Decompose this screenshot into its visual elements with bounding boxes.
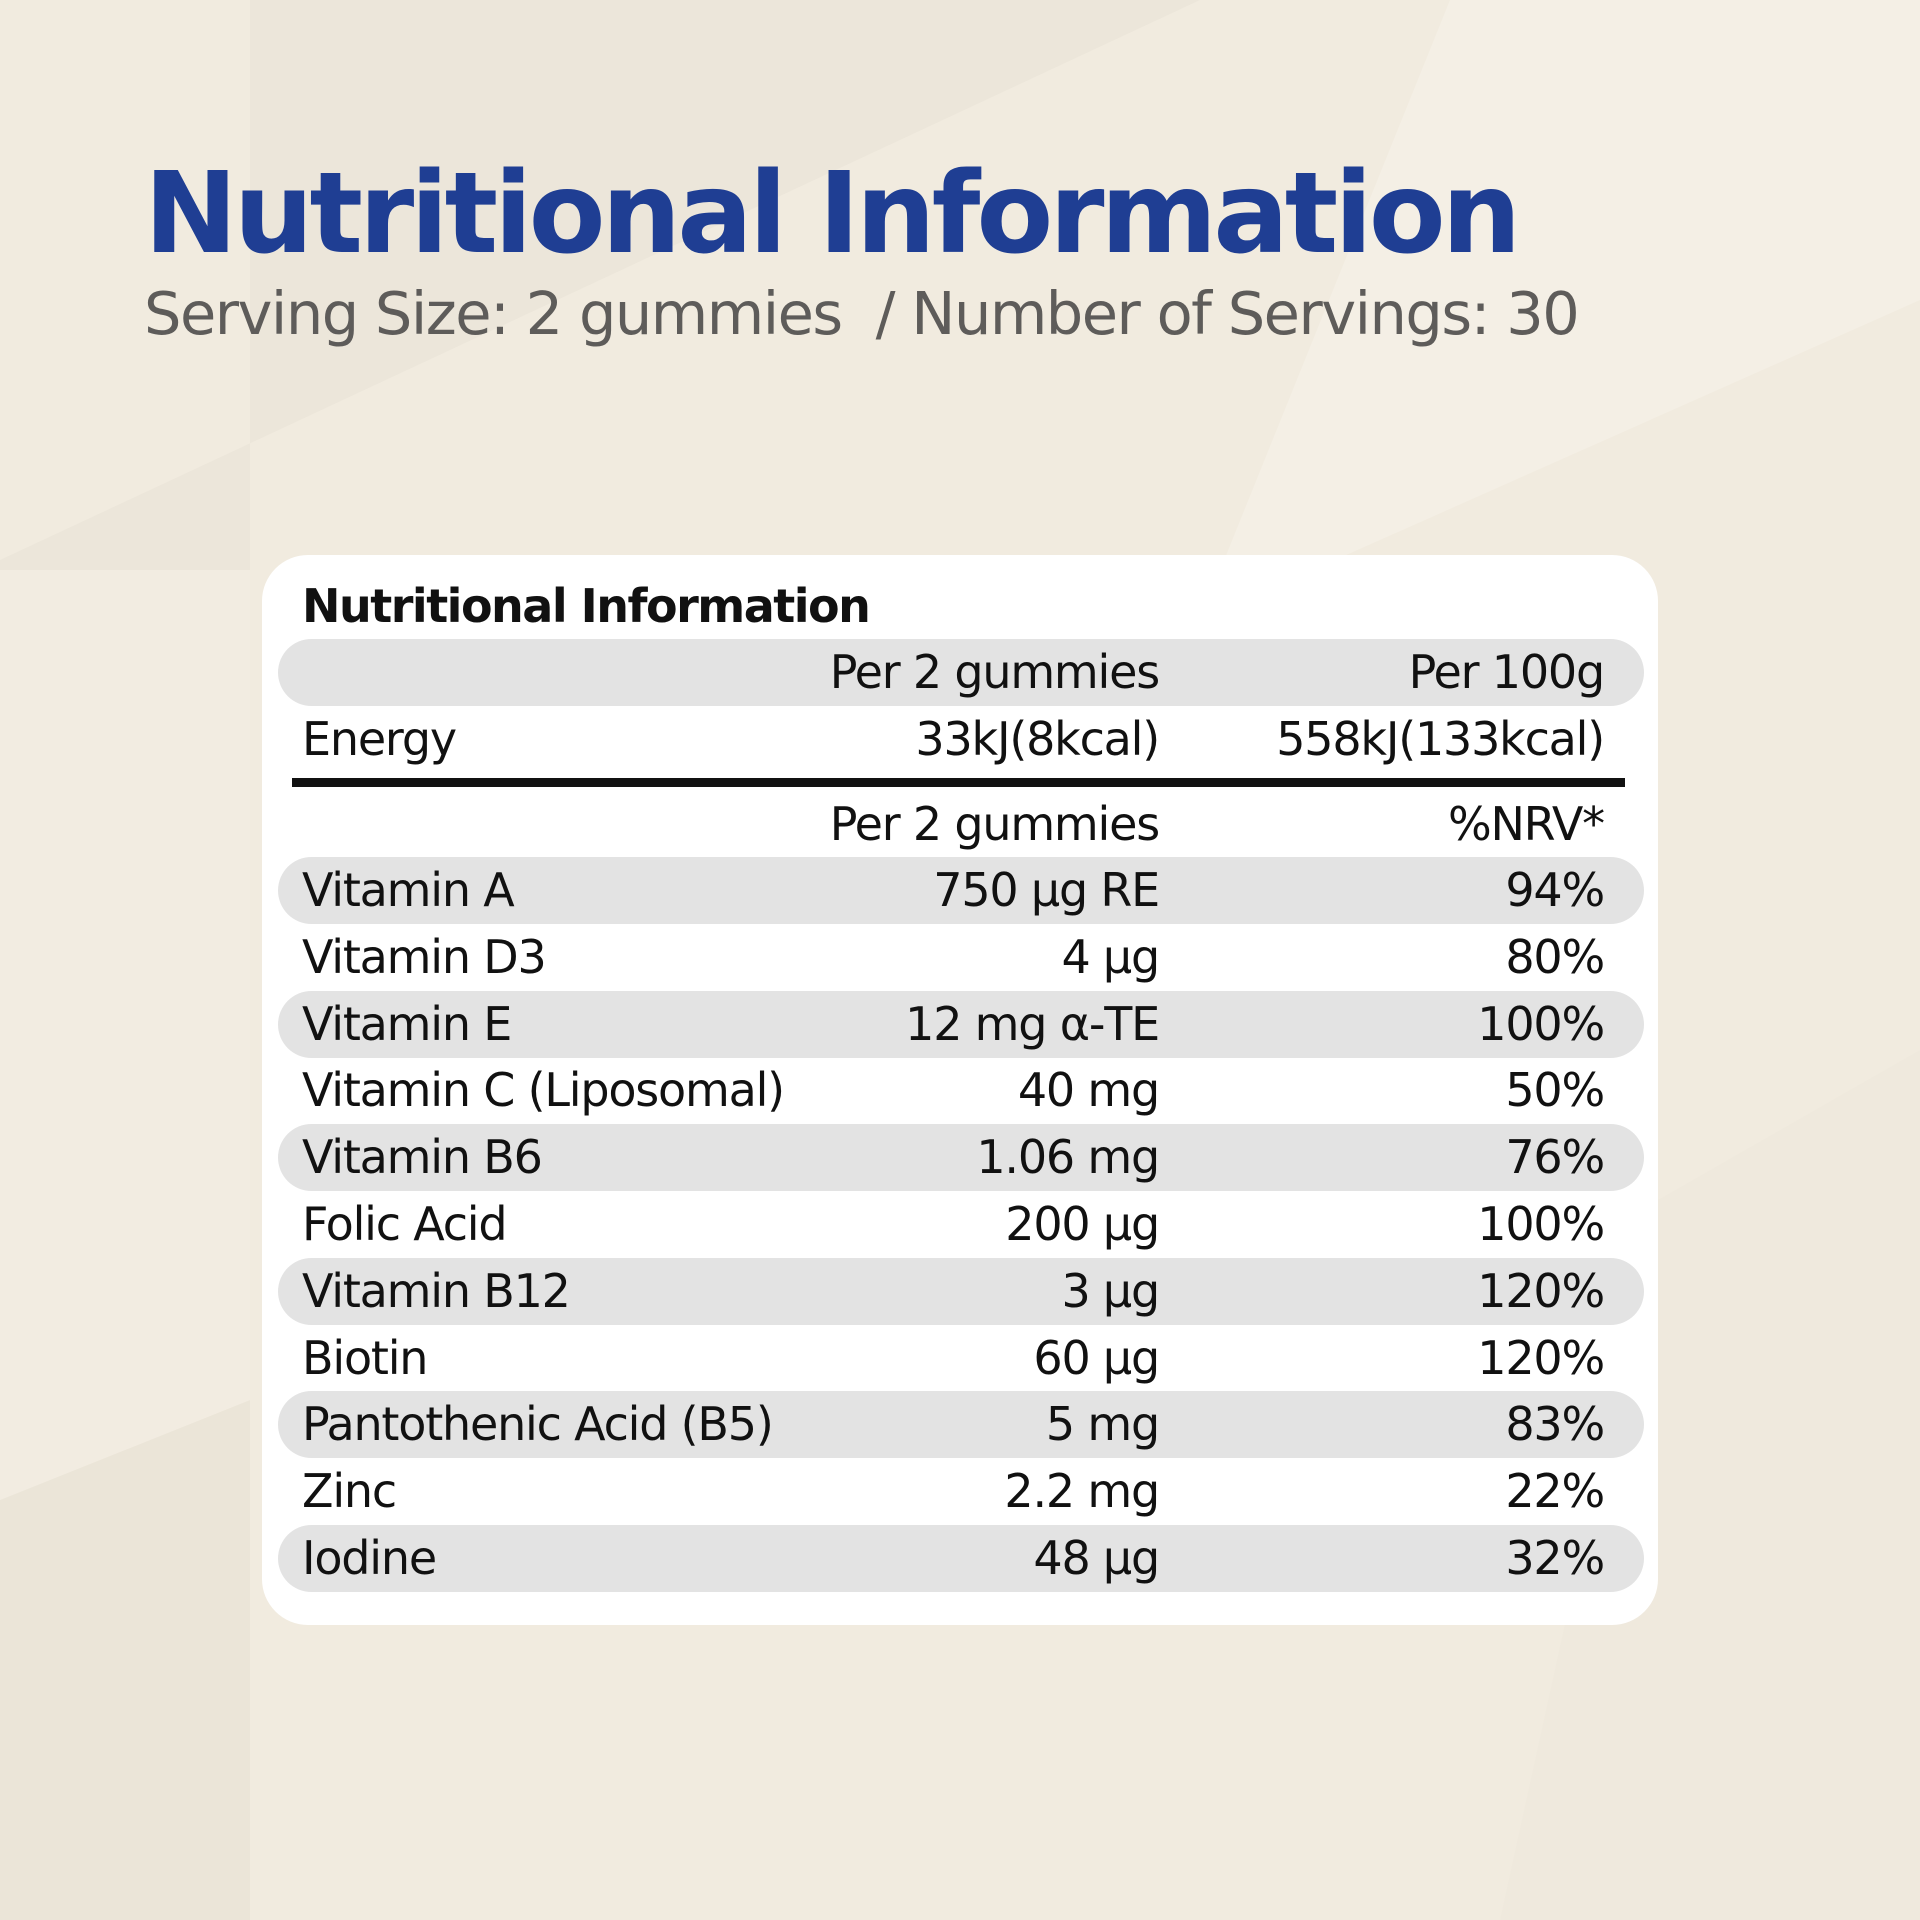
nutrient-name: Pantothenic Acid (B5) — [302, 1397, 774, 1452]
energy-header-per-serving: Per 2 gummies — [829, 645, 1160, 699]
table-row: Vitamin E 12 mg α-TE 100% — [278, 990, 1644, 1058]
nutrient-nrv: 76% — [1505, 1130, 1605, 1185]
table-title: Nutritional Information — [302, 579, 871, 633]
nutrient-header-row: Per 2 gummies %NRV* — [278, 791, 1644, 858]
nutrient-name: Biotin — [302, 1330, 428, 1385]
table-row: Folic Acid 200 µg 100% — [278, 1191, 1644, 1258]
nutrient-name: Zinc — [302, 1464, 397, 1519]
table-row: Biotin 60 µg 120% — [278, 1325, 1644, 1392]
nutrient-amount: 4 µg — [1061, 929, 1160, 984]
nutrient-nrv: 120% — [1477, 1330, 1605, 1385]
energy-row: Energy 33kJ(8kcal) 558kJ(133kcal) — [278, 706, 1644, 773]
nutrient-header-nrv: %NRV* — [1447, 797, 1605, 851]
serving-info: Serving Size: 2 gummies / Number of Servi… — [144, 284, 1580, 343]
nutrient-name: Vitamin C (Liposomal) — [302, 1063, 785, 1118]
nutrient-name: Vitamin E — [302, 996, 512, 1051]
nutrient-name: Folic Acid — [302, 1197, 508, 1251]
nutrient-amount: 60 µg — [1033, 1330, 1160, 1385]
nutrient-nrv: 80% — [1505, 929, 1605, 984]
energy-label: Energy — [302, 712, 457, 766]
table-row: Zinc 2.2 mg 22% — [278, 1458, 1644, 1525]
servings-count: / Number of Servings: 30 — [875, 279, 1580, 348]
nutrient-amount: 2.2 mg — [1004, 1464, 1160, 1519]
table-divider — [292, 778, 1625, 787]
page-heading: Nutritional Information Serving Size: 2 … — [144, 149, 1580, 343]
table-row: Vitamin B6 1.06 mg 76% — [278, 1124, 1644, 1192]
table-row: Vitamin D3 4 µg 80% — [278, 924, 1644, 991]
serving-size: Serving Size: 2 gummies — [144, 279, 843, 348]
energy-per-serving: 33kJ(8kcal) — [915, 712, 1160, 766]
table-row: Vitamin B12 3 µg 120% — [278, 1257, 1644, 1325]
nutrient-amount: 12 mg α-TE — [905, 996, 1160, 1051]
energy-header-row: Per 2 gummies Per 100g — [278, 639, 1644, 706]
nutrient-amount: 200 µg — [1005, 1197, 1160, 1251]
nutrient-nrv: 50% — [1505, 1063, 1605, 1118]
nutrient-amount: 3 µg — [1061, 1263, 1160, 1318]
nutrient-name: Vitamin B12 — [302, 1263, 571, 1318]
nutrient-nrv: 100% — [1477, 1197, 1605, 1251]
nutrient-nrv: 100% — [1477, 996, 1605, 1051]
table-row: Vitamin C (Liposomal) 40 mg 50% — [278, 1057, 1644, 1124]
table-row: Pantothenic Acid (B5) 5 mg 83% — [278, 1391, 1644, 1459]
nutrient-amount: 48 µg — [1033, 1531, 1160, 1585]
nutrient-amount: 40 mg — [1017, 1063, 1160, 1118]
nutrient-header-per-serving: Per 2 gummies — [829, 797, 1160, 851]
table-row: Vitamin A 750 µg RE 94% — [278, 857, 1644, 924]
nutrient-amount: 5 mg — [1045, 1397, 1160, 1452]
nutrient-amount: 750 µg RE — [933, 863, 1160, 917]
table-row: Iodine 48 µg 32% — [278, 1525, 1644, 1592]
nutrient-name: Vitamin D3 — [302, 929, 547, 984]
nutrient-nrv: 120% — [1477, 1263, 1605, 1318]
nutrient-amount: 1.06 mg — [976, 1130, 1160, 1185]
nutrient-nrv: 22% — [1505, 1464, 1605, 1519]
nutrient-nrv: 32% — [1505, 1531, 1605, 1585]
energy-per-100g: 558kJ(133kcal) — [1276, 712, 1605, 766]
energy-header-per-100g: Per 100g — [1408, 645, 1606, 699]
page-title: Nutritional Information — [144, 149, 1521, 279]
nutrient-nrv: 83% — [1505, 1397, 1605, 1452]
nutrient-name: Vitamin B6 — [302, 1130, 543, 1185]
nutrition-table-card: Nutritional Information Per 2 gummies Pe… — [262, 555, 1658, 1625]
nutrient-nrv: 94% — [1505, 863, 1605, 917]
nutrient-name: Vitamin A — [302, 863, 515, 917]
nutrient-name: Iodine — [302, 1531, 437, 1585]
